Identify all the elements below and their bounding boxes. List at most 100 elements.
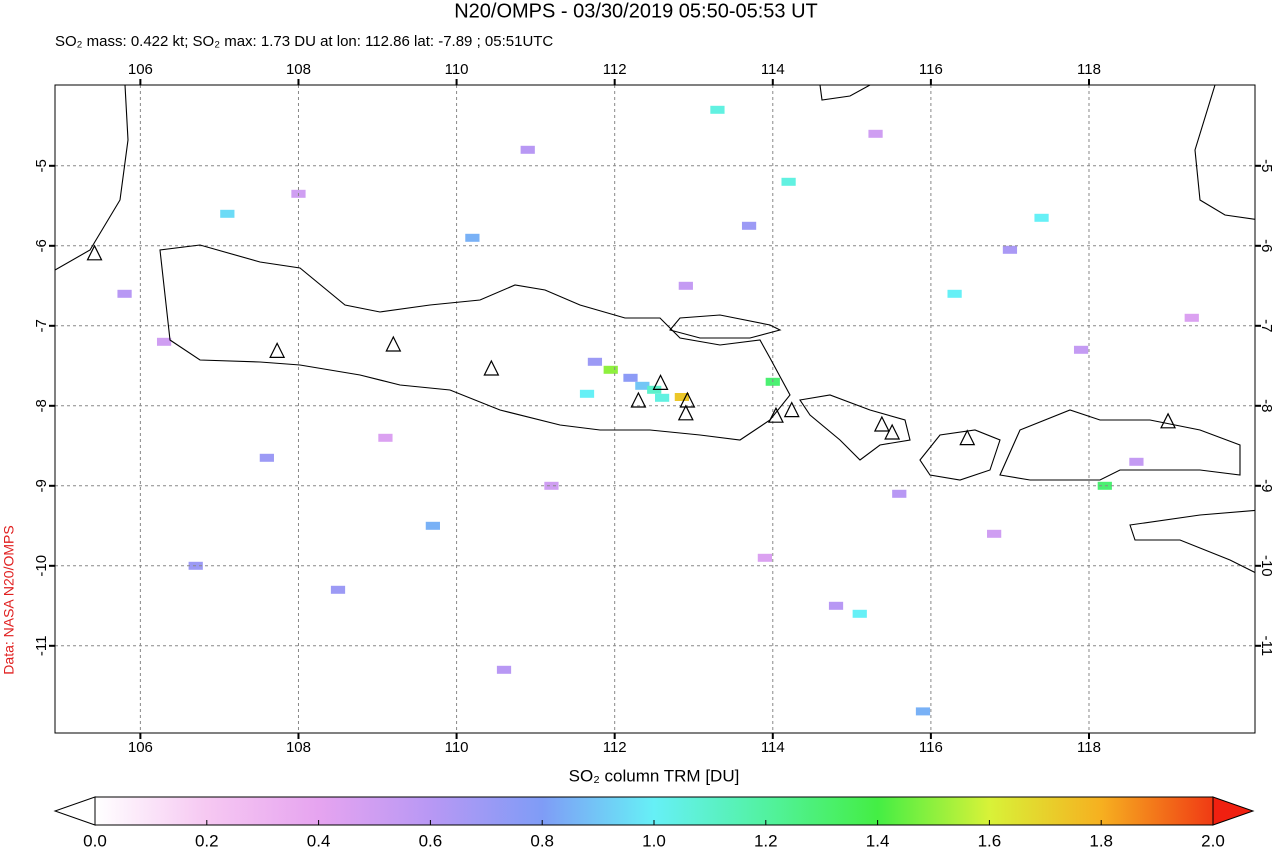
y-tick-label: -5 [1258, 159, 1272, 172]
colorbar-tick-label: 0.2 [195, 831, 219, 850]
y-tick-label: -9 [1258, 479, 1272, 492]
x-tick-label: 110 [445, 61, 469, 78]
so2-pixel [710, 105, 725, 114]
so2-pixel [987, 529, 1002, 538]
so2-pixel [655, 393, 670, 402]
y-tick-label: -11 [33, 636, 50, 657]
x-tick-label: 110 [445, 739, 469, 756]
colorbar-tick-label: 2.0 [1201, 831, 1225, 850]
title: N20/OMPS - 03/30/2019 05:50-05:53 UT [454, 0, 818, 22]
coast-borneo [1194, 85, 1255, 220]
colorbar-tick-label: 1.6 [978, 831, 1002, 850]
y-tick-label: -8 [33, 399, 50, 412]
so2-pixel [1097, 481, 1112, 490]
coast-madura [669, 314, 782, 339]
y-tick-label: -6 [33, 239, 50, 252]
y-tick-label: -7 [1258, 319, 1272, 332]
so2-pixel [635, 381, 650, 390]
x-tick-label: 114 [761, 61, 785, 78]
so2-pixel [220, 209, 235, 218]
x-tick-label: 112 [603, 61, 627, 78]
y-tick-label: -11 [1258, 636, 1272, 657]
x-tick-label: 116 [919, 61, 943, 78]
coast-sumba [1129, 509, 1255, 574]
volcano-marker [385, 335, 402, 352]
colorbar-tick-label: 0.8 [530, 831, 554, 850]
coast-borneo-south [819, 85, 871, 101]
y-tick-label: -6 [1258, 239, 1272, 252]
colorbar-tick-label: 1.8 [1089, 831, 1113, 850]
x-tick-label: 116 [919, 739, 943, 756]
x-tick-label: 106 [128, 739, 153, 756]
colorbar: 0.0 0.2 0.4 0.6 0.8 1.0 1.2 1.4 1.6 1.8 2.0 [53, 796, 1255, 850]
volcano-marker [884, 423, 901, 440]
so2-pixel [259, 453, 274, 462]
volcano-marker [679, 391, 696, 408]
colorbar-tick-label: 0.4 [307, 831, 331, 850]
so2-pixel [1034, 213, 1049, 222]
coast-lombok [919, 429, 1001, 481]
colorbar-label: SO₂ column TRM [DU] [569, 766, 740, 785]
so2-pixel [781, 177, 796, 186]
y-tick-label: -9 [33, 479, 50, 492]
so2-pixel [915, 707, 931, 716]
x-tick-label: 118 [1077, 61, 1101, 78]
so2-pixel [741, 221, 757, 230]
x-tick-label: 106 [128, 61, 153, 78]
volcano-marker [783, 401, 800, 418]
so2-pixel [852, 609, 867, 618]
so2-pixel [520, 145, 535, 154]
so2-pixel [587, 357, 603, 366]
x-tick-label: 112 [603, 739, 627, 756]
pixel-layer [117, 105, 1199, 716]
credit: Data: NASA N20/OMPS [1, 525, 17, 674]
colorbar-tick-label: 1.0 [642, 831, 666, 850]
y-tick-label: -10 [1258, 555, 1272, 577]
colorbar-tick-label: 0.0 [83, 831, 107, 850]
so2-pixel [330, 585, 346, 594]
so2-pixel [603, 365, 618, 374]
colorbar-over [1212, 796, 1255, 826]
x-tick-label: 114 [761, 739, 785, 756]
so2-pixel [579, 389, 595, 398]
coast-sumatra [55, 85, 129, 271]
coastlines [55, 85, 1255, 574]
volcano-marker [86, 244, 103, 261]
plot-frame [54, 84, 1256, 734]
y-tick-label: -5 [33, 159, 50, 172]
subtitle: SO₂ mass: 0.422 kt; SO₂ max: 1.73 DU at … [55, 33, 553, 50]
so2-pixel [496, 665, 512, 674]
so2-pixel [674, 393, 689, 401]
so2-pixel [1073, 345, 1089, 354]
volcano-marker [767, 406, 784, 423]
x-tick-label: 118 [1077, 739, 1101, 756]
y-tick-label: -7 [33, 319, 50, 332]
plot-background [55, 85, 1255, 733]
colorbar-tick-label: 0.6 [419, 831, 443, 850]
so2-pixel [1129, 457, 1144, 466]
volcano-marker [483, 359, 500, 376]
coast-java [159, 244, 791, 441]
so2-pixel [757, 553, 772, 562]
volcano-marker [1160, 412, 1177, 429]
coast-bali [799, 394, 911, 461]
y-tick-label: -8 [1258, 399, 1272, 412]
so2-pixel [828, 601, 844, 610]
colorbar-tick-label: 1.2 [754, 831, 778, 850]
so2-pixel [425, 521, 440, 530]
so2-pixel [156, 337, 172, 346]
x-tick-label: 108 [286, 61, 311, 78]
volcano-marker [677, 404, 694, 421]
so2-pixel [465, 233, 480, 242]
volcano-marker [652, 374, 669, 390]
so2-pixel [1184, 313, 1199, 322]
colorbar-under [53, 796, 96, 826]
so2-pixel [892, 489, 907, 498]
so2-pixel [868, 129, 883, 138]
so2-pixel [678, 281, 693, 290]
volcano-marker [269, 342, 286, 358]
so2-pixel [623, 373, 638, 382]
volcano-marker [630, 391, 647, 408]
